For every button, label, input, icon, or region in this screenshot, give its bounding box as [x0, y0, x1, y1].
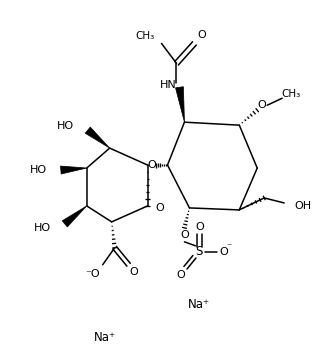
Text: CH₃: CH₃	[135, 31, 155, 41]
Text: CH₃: CH₃	[282, 89, 301, 99]
Text: ⁻O: ⁻O	[85, 269, 100, 279]
Text: HO: HO	[34, 223, 51, 233]
Text: O: O	[197, 30, 206, 41]
Text: O: O	[195, 222, 204, 232]
Text: HO: HO	[30, 165, 47, 175]
Text: O: O	[176, 270, 185, 280]
Polygon shape	[62, 206, 87, 227]
Text: O: O	[156, 203, 164, 213]
Text: Na⁺: Na⁺	[94, 331, 116, 344]
Text: OH: OH	[294, 201, 311, 211]
Text: HN: HN	[160, 80, 176, 90]
Text: O: O	[180, 230, 189, 240]
Text: HO: HO	[57, 121, 74, 131]
Text: Na⁺: Na⁺	[188, 298, 210, 311]
Text: O: O	[258, 100, 266, 110]
Polygon shape	[85, 127, 110, 148]
Text: ⁻: ⁻	[227, 242, 232, 252]
Polygon shape	[175, 87, 185, 122]
Text: O: O	[129, 267, 138, 277]
Polygon shape	[60, 166, 87, 174]
Text: O: O	[219, 247, 228, 257]
Text: O: O	[147, 160, 156, 170]
Text: S: S	[196, 245, 203, 258]
